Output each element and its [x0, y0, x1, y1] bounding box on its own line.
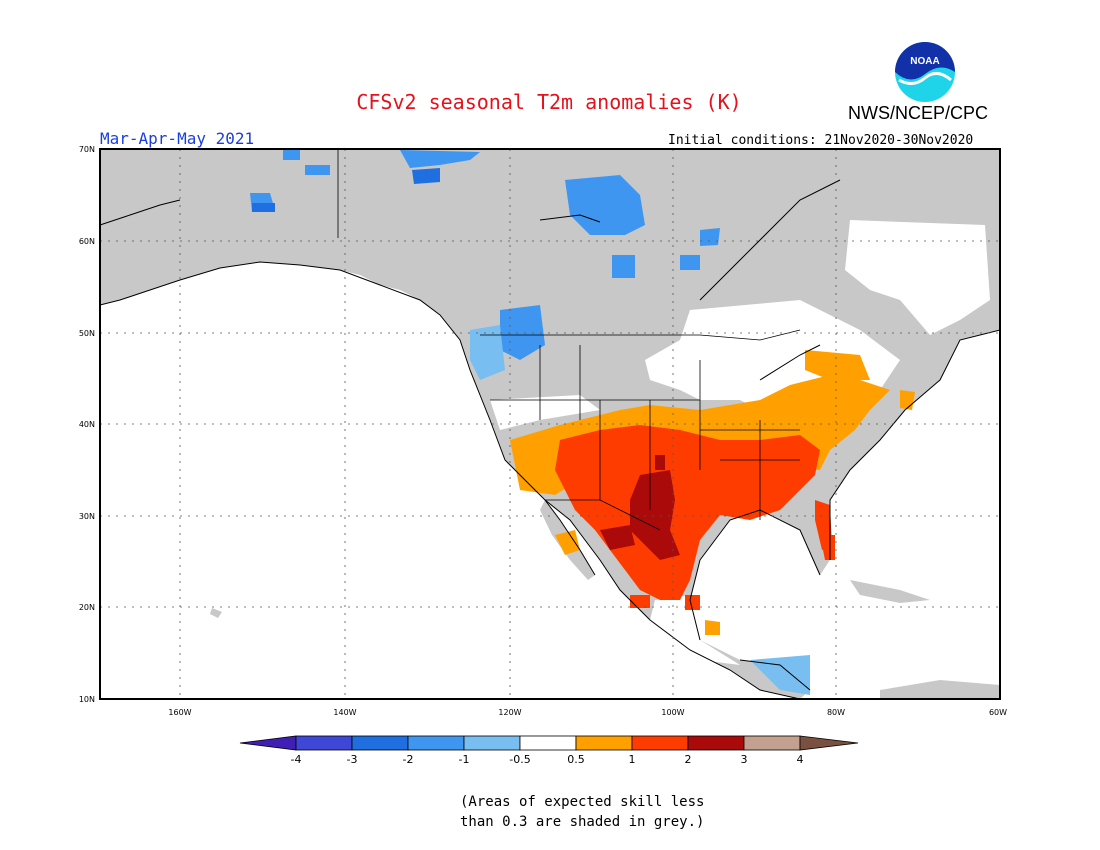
colorbar-swatch — [743, 735, 801, 751]
lat-label: 30N — [79, 512, 95, 521]
lat-label: 70N — [79, 145, 95, 154]
colorbar-swatch — [631, 735, 689, 751]
colorbar-arrow-right — [799, 735, 859, 751]
colorbar-swatch — [295, 735, 353, 751]
colorbar-label: -4 — [291, 753, 302, 766]
colorbar-arrow-left — [239, 735, 297, 751]
colorbar-swatch — [407, 735, 465, 751]
lat-label: 60N — [79, 237, 95, 246]
colorbar-label: 3 — [741, 753, 748, 766]
map-title: CFSv2 seasonal T2m anomalies (K) — [356, 90, 742, 114]
lon-label: 60W — [989, 708, 1007, 717]
lon-label: 100W — [661, 708, 684, 717]
colorbar-swatch — [351, 735, 409, 751]
note-line: (Areas of expected skill less — [460, 794, 705, 810]
lon-label: 120W — [498, 708, 521, 717]
colorbar-label: 0.5 — [567, 753, 585, 766]
below-normal-areas — [250, 149, 810, 695]
forecast-period: Mar-Apr-May 2021 — [100, 129, 255, 148]
colorbar-swatch — [575, 735, 633, 751]
colorbar-label: 4 — [797, 753, 804, 766]
graticule — [100, 149, 1000, 699]
colorbar-swatch — [687, 735, 745, 751]
coastlines — [99, 179, 1001, 700]
above-normal-areas — [510, 350, 915, 635]
political-borders — [337, 149, 801, 531]
map-frame — [99, 148, 1001, 700]
lon-label: 160W — [168, 708, 191, 717]
lat-label: 10N — [79, 695, 95, 704]
colorbar-swatch — [519, 735, 577, 751]
agency-label: NWS/NCEP/CPC — [848, 103, 989, 123]
colorbar: -4 -3 -2 -1 -0.5 0.5 1 2 3 4 — [239, 735, 859, 766]
colorbar-label: -2 — [403, 753, 414, 766]
initial-conditions: Initial conditions: 21Nov2020-30Nov2020 — [668, 133, 974, 148]
colorbar-label: -3 — [347, 753, 358, 766]
colorbar-label: 2 — [685, 753, 692, 766]
lon-label: 140W — [333, 708, 356, 717]
colorbar-label: 1 — [629, 753, 636, 766]
colorbar-label: -0.5 — [509, 753, 530, 766]
note-line: than 0.3 are shaded in grey.) — [460, 814, 705, 830]
colorbar-swatch — [463, 735, 521, 751]
noaa-logo: NOAA — [895, 42, 955, 102]
colorbar-label: -1 — [459, 753, 470, 766]
lat-label: 40N — [79, 420, 95, 429]
longitude-labels: 160W 140W 120W 100W 80W 60W — [168, 708, 1007, 717]
logo-text: NOAA — [910, 56, 939, 67]
lat-label: 20N — [79, 603, 95, 612]
lon-label: 80W — [827, 708, 845, 717]
latitude-labels: 70N 60N 50N 40N 30N 20N 10N — [79, 145, 95, 704]
lat-label: 50N — [79, 329, 95, 338]
skill-note: (Areas of expected skill less than 0.3 ar… — [460, 792, 740, 832]
